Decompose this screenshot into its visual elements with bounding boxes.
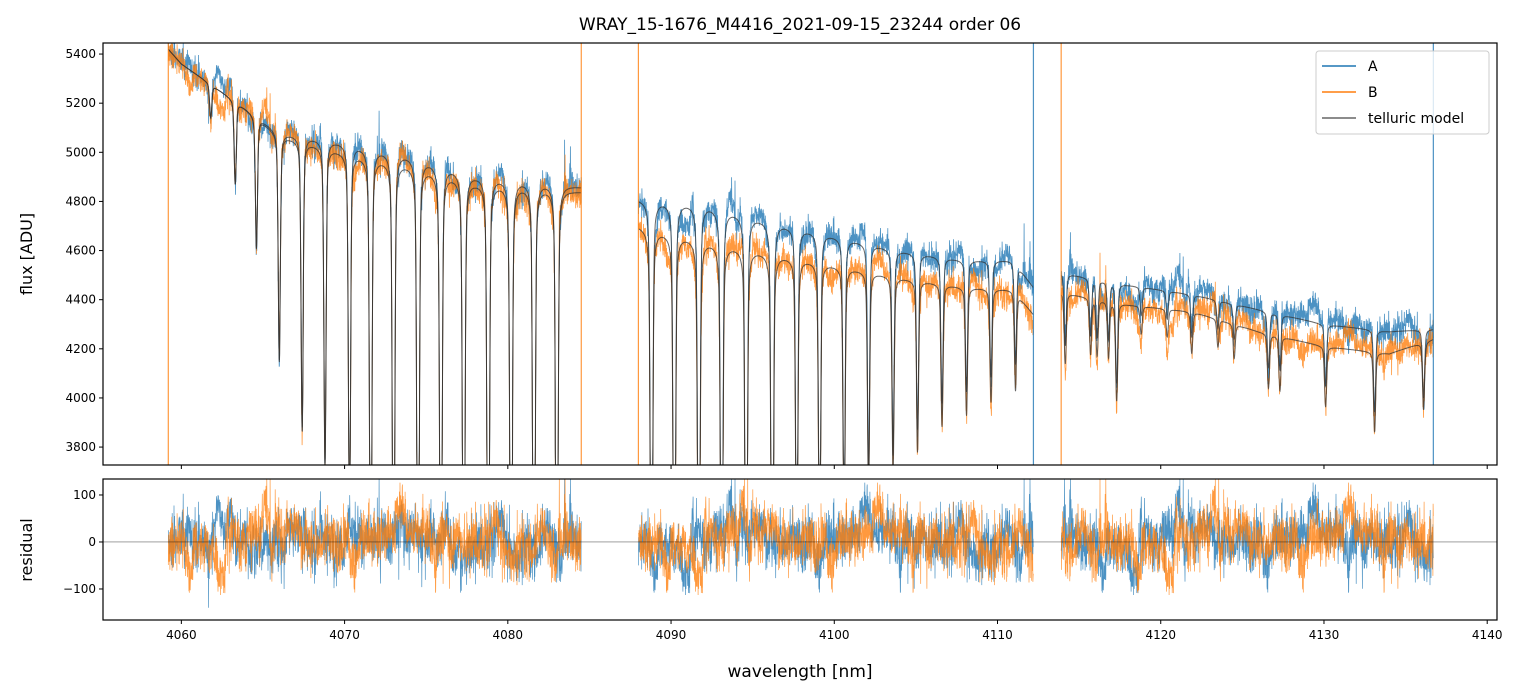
telluric-model-a-segment-1 xyxy=(167,48,582,465)
top-y-tick-label: 3800 xyxy=(65,440,96,454)
bottom-y-axis-label: residual xyxy=(17,518,36,581)
residual-b-segment-1 xyxy=(167,479,582,596)
top-y-axis-label: flux [ADU] xyxy=(17,213,36,295)
x-tick-label: 4110 xyxy=(982,628,1013,642)
top-y-tick-label: 5000 xyxy=(65,145,96,159)
x-tick-label: 4060 xyxy=(166,628,197,642)
bottom-y-tick-label: 100 xyxy=(73,488,96,502)
telluric-model-b-segment-3 xyxy=(1060,294,1434,433)
x-tick-label: 4130 xyxy=(1309,628,1340,642)
top-plot-area xyxy=(167,43,1434,465)
x-tick-label: 4070 xyxy=(329,628,360,642)
chart-title: WRAY_15-1676_M4416_2021-09-15_23244 orde… xyxy=(579,15,1021,35)
telluric-model-a-segment-3 xyxy=(1060,275,1434,413)
legend-label-a: A xyxy=(1368,59,1378,75)
x-tick-label: 4100 xyxy=(819,628,850,642)
x-axis-label: wavelength [nm] xyxy=(727,662,872,682)
residual-plot-area xyxy=(103,479,1497,608)
x-tick-label: 4140 xyxy=(1472,628,1503,642)
x-tick-label: 4120 xyxy=(1145,628,1176,642)
legend-label-b: B xyxy=(1368,85,1378,101)
top-y-tick-label: 4600 xyxy=(65,244,96,258)
top-axes-frame xyxy=(102,42,1498,466)
x-tick-label: 4080 xyxy=(493,628,524,642)
legend: A B telluric model xyxy=(1315,50,1490,135)
axis-ticks: 4060 4070 4080 4090 4100 4110 4120 4130 4140 3800… xyxy=(63,47,1502,642)
series-b-segment-3 xyxy=(1060,252,1434,435)
bottom-axes-frame xyxy=(102,478,1498,621)
top-y-tick-label: 4400 xyxy=(65,293,96,307)
x-tick-label: 4090 xyxy=(656,628,687,642)
telluric-model-b-segment-2 xyxy=(638,228,1034,465)
bottom-y-tick-label: 0 xyxy=(88,535,96,549)
top-y-tick-label: 5400 xyxy=(65,47,96,61)
top-y-tick-label: 5200 xyxy=(65,96,96,110)
legend-label-telluric: telluric model xyxy=(1368,111,1464,127)
bottom-y-tick-label: −100 xyxy=(63,582,96,596)
top-y-tick-label: 4800 xyxy=(65,194,96,208)
residual-b-segment-3 xyxy=(1060,479,1434,596)
telluric-model-b-segment-1 xyxy=(167,48,582,465)
series-a-segment-1 xyxy=(167,43,582,465)
series-b-segment-1 xyxy=(167,43,582,465)
legend-box xyxy=(1315,50,1490,135)
top-y-tick-label: 4200 xyxy=(65,342,96,356)
top-y-tick-label: 4000 xyxy=(65,391,96,405)
